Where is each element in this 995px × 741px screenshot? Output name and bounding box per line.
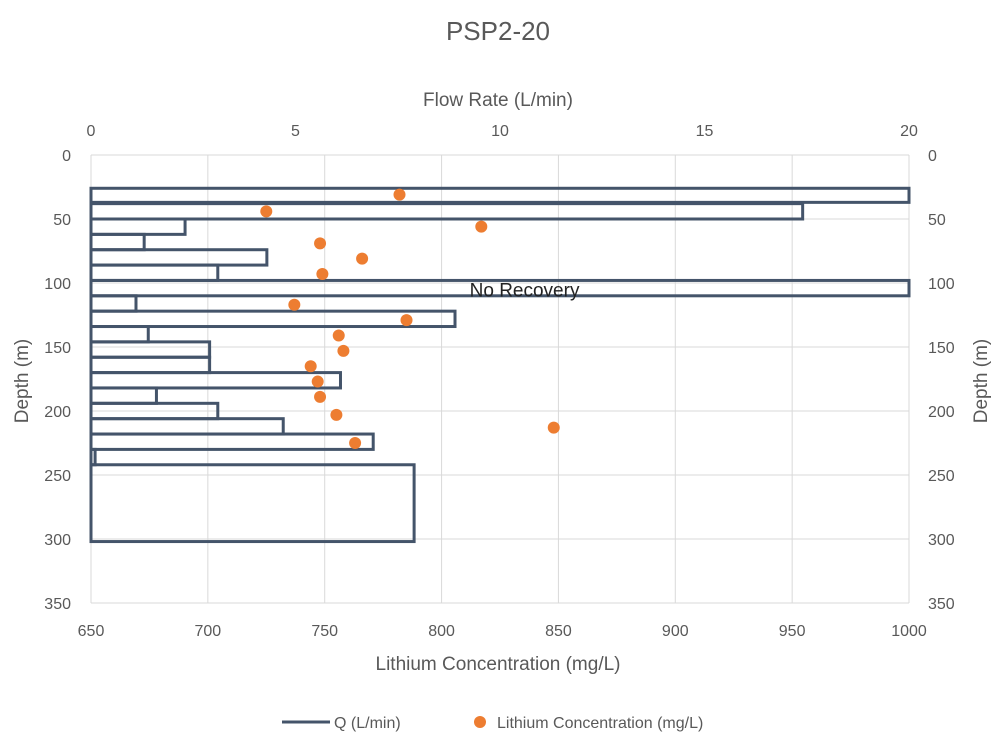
top-tick-label: 20 xyxy=(900,123,918,140)
flow-rate-bar xyxy=(89,232,146,252)
flow-rate-bar xyxy=(89,248,269,267)
flow-rate-bar xyxy=(89,447,97,467)
legend-label-lithium: Lithium Concentration (mg/L) xyxy=(497,715,703,732)
lithium-point xyxy=(304,360,317,373)
lithium-point xyxy=(547,421,560,434)
legend-label-flow: Q (L/min) xyxy=(334,715,401,732)
top-tick-label: 0 xyxy=(87,123,96,140)
bottom-tick-label: 850 xyxy=(545,623,572,640)
top-tick-label: 5 xyxy=(291,123,300,140)
top-tick-label: 10 xyxy=(491,123,509,140)
left-tick-label: 350 xyxy=(44,596,71,613)
lithium-point xyxy=(260,205,273,218)
lithium-point xyxy=(349,437,362,449)
top-axis-title: Flow Rate (L/min) xyxy=(423,90,573,111)
lithium-point xyxy=(316,268,329,281)
lithium-point xyxy=(314,390,327,403)
flow-rate-bar xyxy=(89,340,212,359)
gridlines xyxy=(90,154,910,604)
lithium-point xyxy=(393,188,406,201)
chart-title: PSP2-20 xyxy=(446,16,550,46)
lithium-point xyxy=(400,314,413,327)
top-tick-label: 15 xyxy=(696,123,714,140)
right-tick-label: 200 xyxy=(928,404,955,421)
left-tick-label: 150 xyxy=(44,340,71,357)
right-tick-label: 50 xyxy=(928,212,946,229)
bottom-tick-label: 900 xyxy=(662,623,689,640)
lithium-series xyxy=(260,188,560,449)
lithium-point xyxy=(288,298,301,311)
lithium-point xyxy=(356,252,369,265)
legend-marker-swatch xyxy=(474,716,486,728)
flow-rate-bar xyxy=(89,386,158,405)
bottom-tick-label: 950 xyxy=(779,623,806,640)
bottom-tick-label: 750 xyxy=(311,623,338,640)
lithium-point xyxy=(332,329,345,342)
flow-rate-bar xyxy=(89,202,805,221)
right-tick-label: 250 xyxy=(928,468,955,485)
flow-rate-bar xyxy=(89,278,911,298)
flow-rate-bar xyxy=(89,417,285,436)
tick-labels: 0501001502002503003500501001502002503003… xyxy=(44,123,955,640)
bottom-tick-label: 700 xyxy=(195,623,222,640)
flow-rate-series xyxy=(89,186,911,544)
left-tick-label: 50 xyxy=(53,212,71,229)
flow-rate-bar xyxy=(89,463,416,544)
lithium-point xyxy=(330,408,343,421)
flow-rate-bar xyxy=(89,325,150,344)
flow-rate-bar xyxy=(89,355,212,375)
flow-rate-bar xyxy=(89,294,138,313)
left-tick-label: 0 xyxy=(62,148,71,165)
flow-rate-bar xyxy=(89,432,375,451)
flow-rate-bar xyxy=(89,263,220,282)
flow-rate-bar xyxy=(89,371,342,390)
flow-rate-bar xyxy=(89,186,911,204)
flow-rate-bar xyxy=(89,309,457,329)
left-tick-label: 300 xyxy=(44,532,71,549)
right-tick-label: 100 xyxy=(928,276,955,293)
left-tick-label: 250 xyxy=(44,468,71,485)
bottom-tick-label: 800 xyxy=(428,623,455,640)
legend: Q (L/min) Lithium Concentration (mg/L) xyxy=(282,715,703,732)
flow-rate-bar xyxy=(89,217,187,236)
left-tick-label: 200 xyxy=(44,404,71,421)
lithium-point xyxy=(314,237,327,250)
right-tick-label: 350 xyxy=(928,596,955,613)
right-axis-title: Depth (m) xyxy=(971,339,992,423)
left-axis-title: Depth (m) xyxy=(12,339,33,423)
bottom-tick-label: 1000 xyxy=(891,623,927,640)
no-recovery-label: No Recovery xyxy=(470,280,580,301)
bottom-tick-label: 650 xyxy=(78,623,105,640)
lithium-point xyxy=(311,375,324,388)
left-tick-label: 100 xyxy=(44,276,71,293)
bottom-axis-title: Lithium Concentration (mg/L) xyxy=(376,654,621,675)
lithium-point xyxy=(475,220,488,233)
right-tick-label: 0 xyxy=(928,148,937,165)
right-tick-label: 300 xyxy=(928,532,955,549)
lithium-point xyxy=(337,344,350,357)
annotations: No Recovery xyxy=(470,280,580,301)
right-tick-label: 150 xyxy=(928,340,955,357)
